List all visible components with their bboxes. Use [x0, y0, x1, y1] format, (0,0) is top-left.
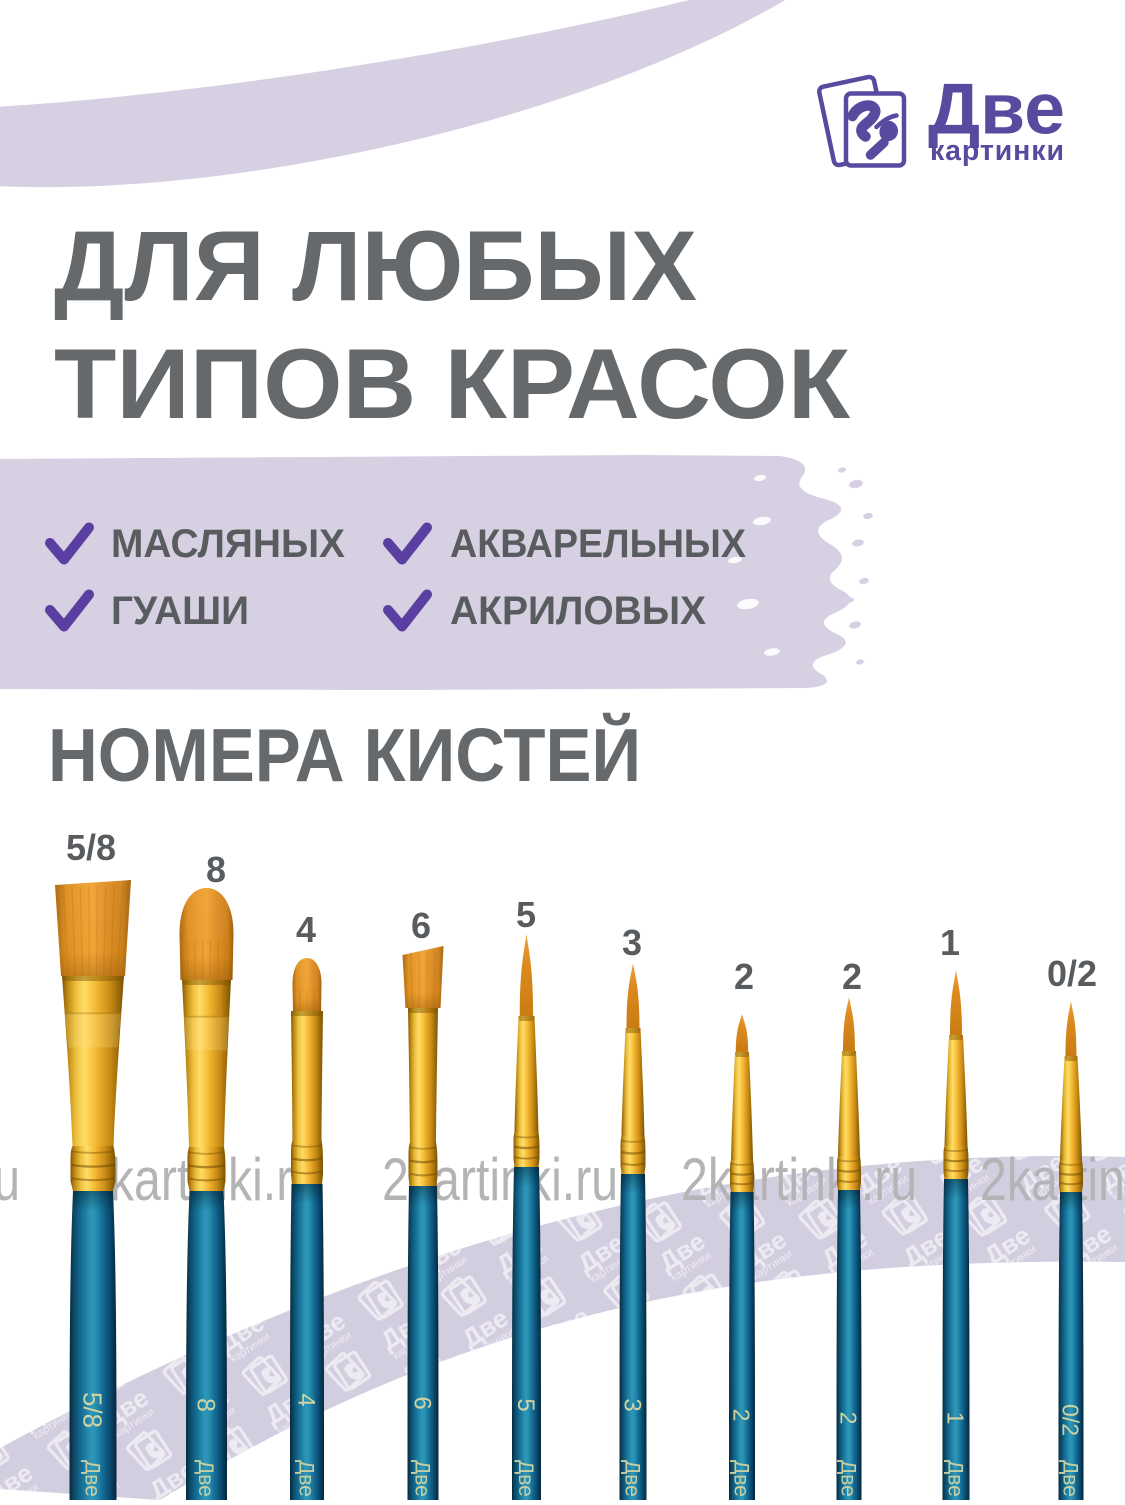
svg-text:Две картинки: Две картинки — [620, 1460, 643, 1500]
svg-text:Две картинки: Две картинки — [943, 1460, 966, 1500]
svg-text:Две картинки: Две картинки — [1058, 1460, 1081, 1500]
svg-text:8: 8 — [192, 1398, 220, 1412]
svg-text:Две картинки: Две картинки — [836, 1460, 859, 1500]
svg-text:Две картинки: Две картинки — [80, 1460, 103, 1500]
svg-text:6: 6 — [408, 1396, 435, 1409]
svg-text:4: 4 — [292, 1393, 319, 1406]
svg-text:5: 5 — [516, 894, 536, 935]
svg-text:Две картинки: Две картинки — [514, 1460, 537, 1500]
svg-text:1: 1 — [943, 1412, 969, 1425]
svg-text:МАСЛЯНЫХ: МАСЛЯНЫХ — [111, 522, 345, 566]
svg-text:8: 8 — [206, 849, 226, 890]
svg-text:2kartinki.ru: 2kartinki.ru — [0, 1146, 20, 1213]
svg-text:5/8: 5/8 — [66, 827, 116, 868]
svg-text:2: 2 — [842, 956, 862, 997]
svg-text:Две картинки: Две картинки — [410, 1460, 433, 1500]
svg-text:картинки: картинки — [930, 135, 1064, 167]
svg-text:5/8: 5/8 — [78, 1392, 108, 1428]
svg-text:ДЛЯ ЛЮБЫХ: ДЛЯ ЛЮБЫХ — [54, 210, 697, 321]
svg-text:Две картинки: Две картинки — [194, 1460, 217, 1500]
svg-text:6: 6 — [411, 905, 431, 946]
svg-text:2: 2 — [836, 1412, 862, 1425]
svg-text:АКРИЛОВЫХ: АКРИЛОВЫХ — [450, 589, 706, 633]
svg-text:2: 2 — [729, 1409, 755, 1422]
svg-text:2kartinki.ru: 2kartinki.ru — [681, 1146, 917, 1213]
svg-text:0/2: 0/2 — [1058, 1404, 1084, 1436]
svg-text:2kartinki.ru: 2kartinki.ru — [980, 1146, 1125, 1213]
svg-text:5: 5 — [512, 1398, 539, 1411]
svg-text:Две картинки: Две картинки — [729, 1460, 752, 1500]
svg-text:3: 3 — [618, 1398, 645, 1411]
svg-text:2: 2 — [734, 956, 754, 997]
svg-text:НОМЕРА КИСТЕЙ: НОМЕРА КИСТЕЙ — [48, 713, 641, 797]
svg-text:0/2: 0/2 — [1047, 953, 1097, 994]
svg-text:АКВАРЕЛЬНЫХ: АКВАРЕЛЬНЫХ — [450, 522, 746, 566]
svg-text:1: 1 — [940, 922, 960, 963]
svg-text:ГУАШИ: ГУАШИ — [111, 589, 249, 633]
svg-text:4: 4 — [296, 909, 316, 950]
svg-text:Две: Две — [928, 70, 1065, 150]
svg-text:Две картинки: Две картинки — [294, 1460, 317, 1500]
svg-text:ТИПОВ КРАСОК: ТИПОВ КРАСОК — [54, 328, 851, 439]
svg-text:3: 3 — [622, 922, 642, 963]
